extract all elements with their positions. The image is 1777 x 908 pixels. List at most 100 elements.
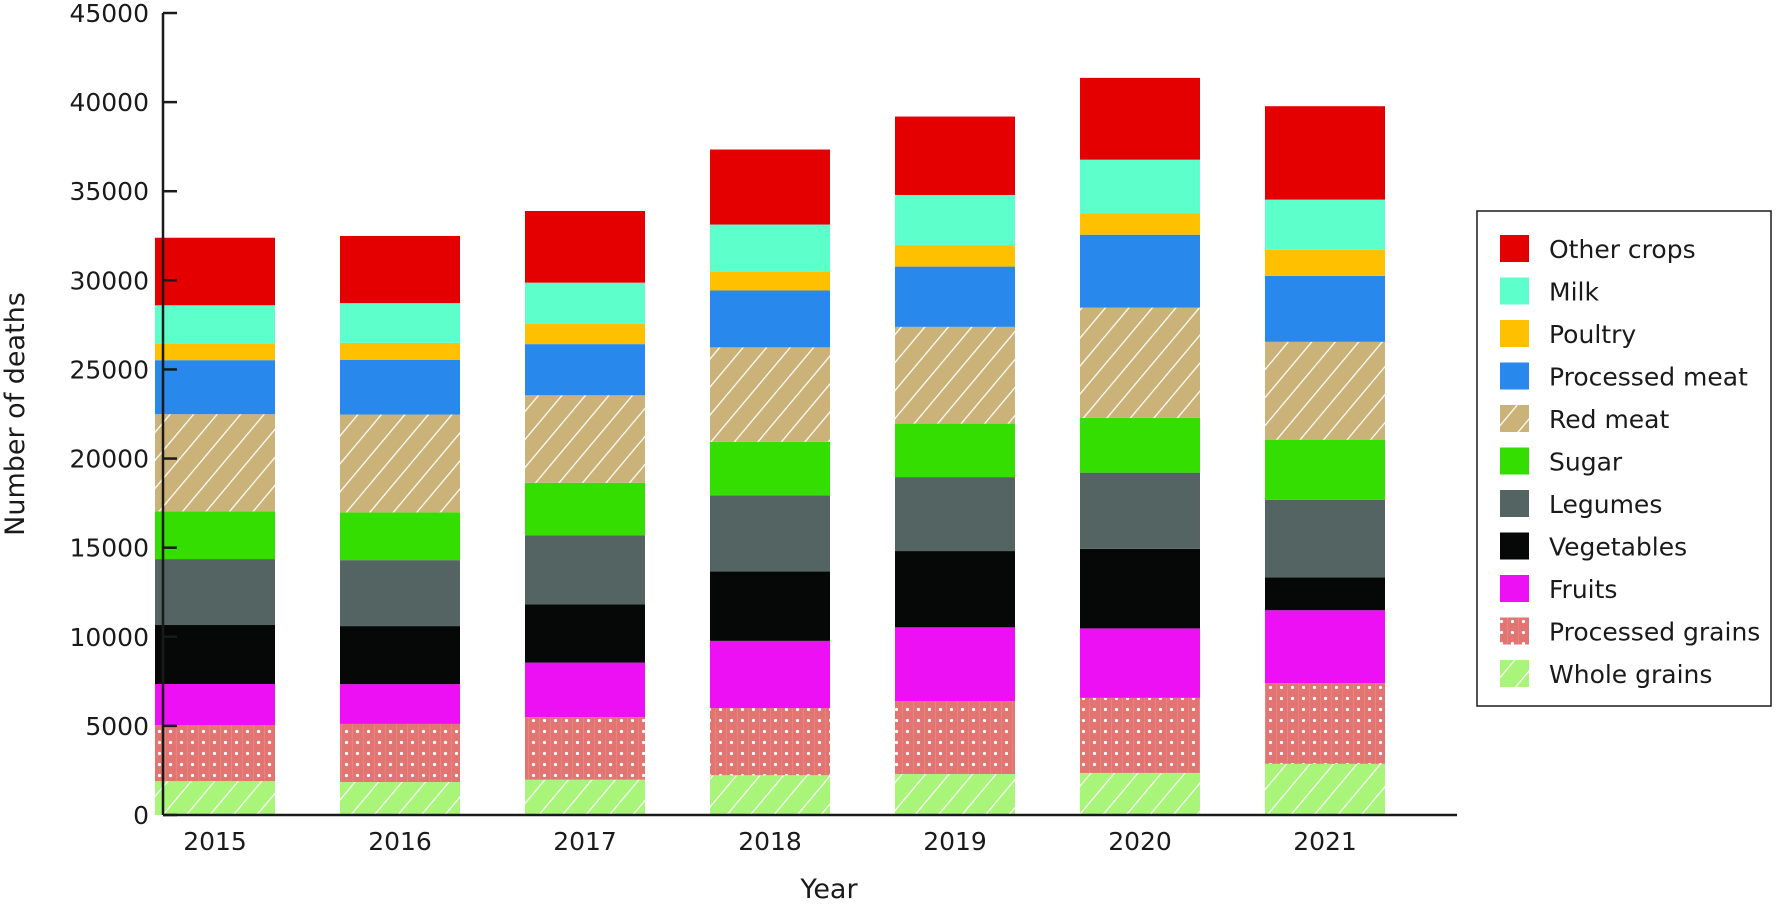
y-tick-label: 5000 [85, 712, 149, 741]
bar-segment-processed-meat-2017 [525, 344, 645, 396]
bar-segment-other-crops-2020 [1080, 77, 1200, 160]
x-tick-label: 2015 [183, 827, 247, 856]
legend-swatch-fruits [1500, 575, 1529, 602]
legend-swatch-sugar [1500, 447, 1529, 475]
bar-segment-processed-grains-2016 [340, 723, 460, 783]
legend-label-legumes: Legumes [1549, 490, 1662, 519]
bar-segment-sugar-2020 [1080, 417, 1200, 473]
bar-segment-red-meat-2020 [1080, 307, 1200, 418]
bar-segment-vegetables-2018 [710, 571, 830, 641]
bar-segment-legumes-2021 [1265, 499, 1385, 578]
legend-swatch-vegetables [1500, 532, 1529, 560]
y-tick-label: 0 [133, 801, 149, 830]
bar-segment-processed-meat-2020 [1080, 234, 1200, 308]
bar-segment-fruits-2019 [895, 627, 1015, 702]
legend-label-red-meat: Red meat [1549, 405, 1669, 434]
bar-segment-vegetables-2017 [525, 604, 645, 663]
bar-segment-poultry-2017 [525, 323, 645, 345]
legend-swatch-poultry [1500, 320, 1529, 347]
bar-segment-vegetables-2021 [1265, 577, 1385, 611]
legend-swatch-whole-grains [1500, 660, 1529, 687]
bar-segment-sugar-2019 [895, 423, 1015, 478]
legend-label-vegetables: Vegetables [1549, 533, 1687, 562]
bar-segment-red-meat-2021 [1265, 341, 1385, 440]
y-tick-label: 20000 [69, 445, 149, 474]
bar-segment-processed-grains-2021 [1265, 683, 1385, 764]
bar-segment-fruits-2015 [155, 684, 275, 725]
bar-segment-milk-2021 [1265, 199, 1385, 250]
x-tick-label: 2016 [368, 827, 432, 856]
legend-label-fruits: Fruits [1549, 575, 1617, 604]
bar-segment-milk-2017 [525, 282, 645, 324]
legend-swatch-milk [1500, 277, 1529, 305]
y-axis-title: Number of deaths [0, 292, 31, 536]
bar-segment-poultry-2016 [340, 342, 460, 360]
bar-segment-sugar-2015 [155, 511, 275, 560]
bar-segment-processed-meat-2019 [895, 266, 1015, 327]
bar-segment-red-meat-2018 [710, 347, 830, 442]
bar-segment-sugar-2016 [340, 512, 460, 561]
bar-segment-whole-grains-2016 [340, 782, 460, 815]
bar-segment-fruits-2017 [525, 662, 645, 718]
legend-label-sugar: Sugar [1549, 448, 1623, 477]
bar-segment-vegetables-2016 [340, 626, 460, 685]
bar-segment-other-crops-2017 [525, 211, 645, 283]
legend-label-other-crops: Other crops [1549, 235, 1696, 264]
bar-segment-legumes-2015 [155, 559, 275, 626]
bar-segment-processed-grains-2018 [710, 708, 830, 776]
legend-swatch-other-crops [1500, 235, 1529, 262]
bar-segment-other-crops-2018 [710, 149, 830, 225]
bar-segment-sugar-2018 [710, 441, 830, 496]
bar-segment-other-crops-2021 [1265, 106, 1385, 200]
bars-group [155, 77, 1385, 815]
bar-segment-processed-grains-2017 [525, 717, 645, 780]
legend-label-poultry: Poultry [1549, 320, 1636, 349]
bar-segment-milk-2015 [155, 305, 275, 344]
bar-segment-milk-2016 [340, 303, 460, 343]
y-tick-label: 15000 [69, 534, 149, 563]
bar-segment-processed-grains-2019 [895, 701, 1015, 775]
legend-label-processed-meat: Processed meat [1549, 363, 1748, 392]
bar-segment-poultry-2015 [155, 343, 275, 361]
bar-segment-processed-grains-2020 [1080, 697, 1200, 773]
bar-segment-vegetables-2019 [895, 551, 1015, 628]
bar-segment-whole-grains-2019 [895, 774, 1015, 815]
y-tick-label: 10000 [69, 623, 149, 652]
bar-segment-poultry-2021 [1265, 249, 1385, 276]
bar-segment-legumes-2018 [710, 495, 830, 572]
bar-segment-whole-grains-2021 [1265, 763, 1385, 815]
bar-segment-red-meat-2019 [895, 326, 1015, 424]
bar-segment-poultry-2019 [895, 245, 1015, 267]
bar-segment-whole-grains-2017 [525, 779, 645, 815]
legend-label-processed-grains: Processed grains [1549, 618, 1760, 647]
y-tick-label: 40000 [69, 88, 149, 117]
y-tick-label: 30000 [69, 266, 149, 295]
x-tick-label: 2018 [738, 827, 802, 856]
legend-swatch-processed-grains [1500, 617, 1529, 645]
bar-segment-legumes-2016 [340, 560, 460, 627]
bar-segment-whole-grains-2015 [155, 781, 275, 815]
bar-segment-whole-grains-2020 [1080, 772, 1200, 815]
legend-label-milk: Milk [1549, 278, 1599, 307]
bar-segment-vegetables-2015 [155, 625, 275, 685]
x-tick-label: 2020 [1108, 827, 1172, 856]
x-tick-label: 2021 [1293, 827, 1357, 856]
y-tick-label: 35000 [69, 177, 149, 206]
bar-segment-poultry-2020 [1080, 213, 1200, 235]
bar-segment-poultry-2018 [710, 271, 830, 291]
x-axis: 2015 2016 2017 2018 2019 2020 2021 [163, 813, 1457, 856]
bar-segment-red-meat-2017 [525, 395, 645, 483]
x-tick-label: 2017 [553, 827, 617, 856]
x-axis-title: Year [799, 874, 858, 905]
y-axis: 0 5000 10000 15000 20000 25000 30000 35000 40000… [69, 0, 177, 830]
bar-segment-milk-2018 [710, 224, 830, 272]
bar-segment-milk-2020 [1080, 159, 1200, 214]
bar-segment-processed-grains-2015 [155, 724, 275, 782]
bar-segment-other-crops-2016 [340, 235, 460, 304]
bar-segment-legumes-2020 [1080, 472, 1200, 549]
bar-segment-red-meat-2016 [340, 414, 460, 513]
x-tick-label: 2019 [923, 827, 987, 856]
bar-segment-legumes-2019 [895, 477, 1015, 552]
bar-segment-legumes-2017 [525, 535, 645, 605]
